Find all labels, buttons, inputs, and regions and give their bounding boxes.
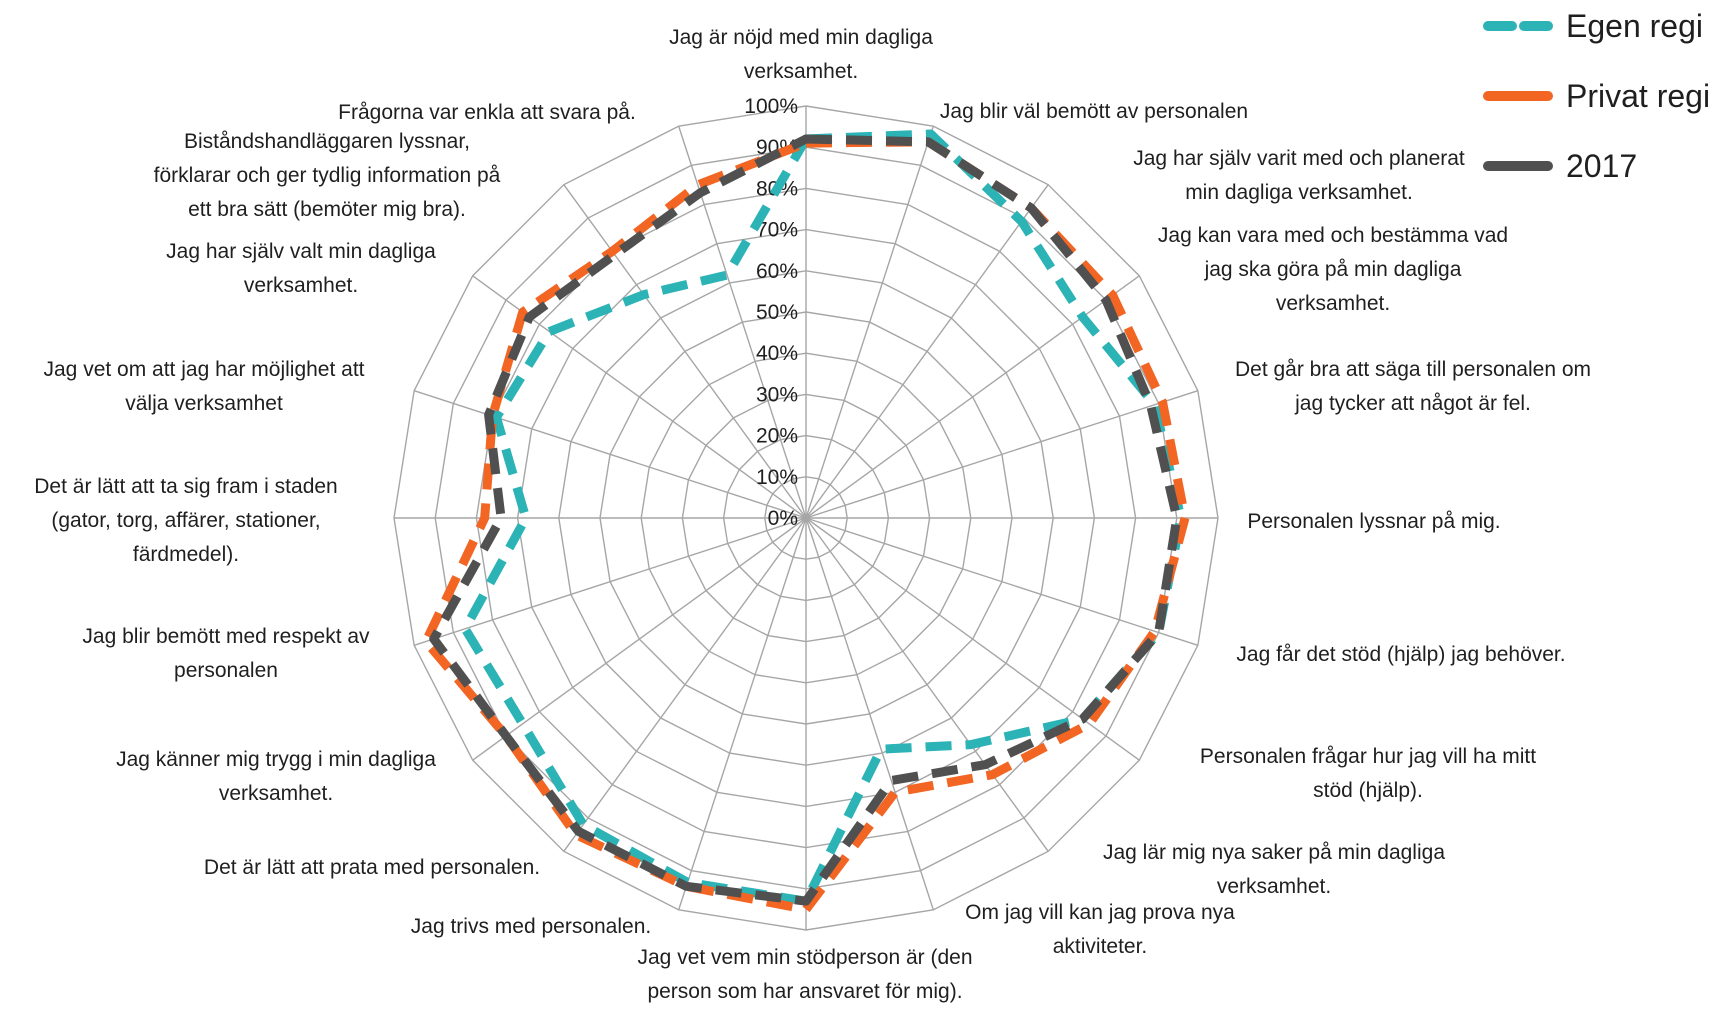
category-label-line: Det är lätt att prata med personalen. xyxy=(204,856,540,879)
category-label-line: Det är lätt att ta sig fram i staden xyxy=(34,475,337,498)
category-label-line: min dagliga verksamhet. xyxy=(1185,181,1413,204)
category-label-line: Jag är nöjd med min dagliga xyxy=(669,26,933,49)
tick-label: 0% xyxy=(768,507,798,530)
category-label-line: förklarar och ger tydlig information på xyxy=(154,164,501,187)
grid-spoke xyxy=(413,517,807,646)
grid-spoke xyxy=(805,517,1199,646)
category-label: Det går bra att säga till personalen om j… xyxy=(1235,358,1591,415)
category-label: Jag lär mig nya saker på min dagliga verk… xyxy=(1103,841,1445,898)
tick-label: 40% xyxy=(756,342,798,365)
series-layer xyxy=(421,129,1190,914)
category-label: Jag känner mig trygg i min dagliga verksa… xyxy=(116,748,436,805)
category-label-line: Jag blir bemött med respekt av xyxy=(82,625,370,648)
category-label-line: Biståndshandläggaren lyssnar, xyxy=(184,130,470,153)
category-label-line: jag tycker att något är fel. xyxy=(1294,392,1531,415)
grid-spoke xyxy=(805,125,934,519)
category-label: Jag har själv varit med och planerat min … xyxy=(1133,147,1465,204)
category-label-line: Jag får det stöd (hjälp) jag behöver. xyxy=(1236,643,1565,666)
category-label: Det är lätt att prata med personalen. xyxy=(204,856,540,879)
category-label-line: Jag kan vara med och bestämma vad xyxy=(1158,224,1508,247)
category-label: Jag är nöjd med min dagliga verksamhet. xyxy=(669,26,933,83)
category-label-line: Jag känner mig trygg i min dagliga xyxy=(116,748,436,771)
tick-label: 50% xyxy=(756,301,798,324)
category-label-line: Jag vet om att jag har möjlighet att xyxy=(44,358,365,381)
tick-label-layer: 0%10%20%30%40%50%60%70%80%90%100% xyxy=(744,95,798,530)
category-label-line: jag ska göra på min dagliga xyxy=(1204,258,1462,281)
category-label: Jag vet om att jag har möjlighet att välj… xyxy=(44,358,365,415)
tick-label: 70% xyxy=(756,219,798,242)
category-label-line: välja verksamhet xyxy=(125,392,283,415)
legend-label: Egen regi xyxy=(1566,8,1703,44)
category-label-line: aktiviteter. xyxy=(1053,935,1148,958)
grid-layer xyxy=(393,105,1219,931)
category-label: Det är lätt att ta sig fram i staden (gat… xyxy=(34,475,337,566)
category-label: Personalen lyssnar på mig. xyxy=(1247,510,1500,533)
category-label-line: verksamhet. xyxy=(744,60,858,83)
category-label-line: Det går bra att säga till personalen om xyxy=(1235,358,1591,381)
category-label: Jag trivs med personalen. xyxy=(411,915,651,938)
category-label: Jag blir bemött med respekt av personalen xyxy=(82,625,370,682)
category-label-line: Jag blir väl bemött av personalen xyxy=(940,100,1248,123)
category-label-line: Personalen lyssnar på mig. xyxy=(1247,510,1500,533)
category-label-line: färdmedel). xyxy=(133,543,239,566)
category-label-line: verksamhet. xyxy=(1276,292,1390,315)
category-label-line: (gator, torg, affärer, stationer, xyxy=(51,509,320,532)
category-label-layer: Jag är nöjd med min dagliga verksamhet.Ja… xyxy=(34,26,1591,1003)
tick-label: 30% xyxy=(756,383,798,406)
category-label: Frågorna var enkla att svara på. xyxy=(338,101,636,124)
category-label-line: Jag har själv valt min dagliga xyxy=(166,240,436,263)
category-label-line: person som har ansvaret för mig). xyxy=(647,980,962,1003)
category-label-line: stöd (hjälp). xyxy=(1313,779,1423,802)
grid-spoke xyxy=(805,517,934,911)
category-label-line: Jag har själv varit med och planerat xyxy=(1133,147,1465,170)
category-label-line: Frågorna var enkla att svara på. xyxy=(338,101,636,124)
category-label: Jag blir väl bemött av personalen xyxy=(940,100,1248,123)
grid-spoke xyxy=(805,517,1049,852)
category-label-line: verksamhet. xyxy=(244,274,358,297)
category-label-line: Jag lär mig nya saker på min dagliga xyxy=(1103,841,1445,864)
category-label-line: Personalen frågar hur jag vill ha mitt xyxy=(1200,745,1536,768)
tick-label: 20% xyxy=(756,425,798,448)
grid-spoke xyxy=(472,517,807,761)
category-label: Jag får det stöd (hjälp) jag behöver. xyxy=(1236,643,1565,666)
category-label-line: Om jag vill kan jag prova nya xyxy=(965,901,1235,924)
grid-spoke xyxy=(805,184,1049,519)
series-line-2 xyxy=(429,134,1182,906)
category-label: Om jag vill kan jag prova nya aktiviteter… xyxy=(965,901,1235,958)
category-label-line: ett bra sätt (bemöter mig bra). xyxy=(188,198,466,221)
grid-spoke xyxy=(563,184,807,519)
category-label: Jag kan vara med och bestämma vad jag ska… xyxy=(1158,224,1508,315)
category-label-line: personalen xyxy=(174,659,278,682)
category-label: Biståndshandläggaren lyssnar, förklarar o… xyxy=(154,130,501,221)
category-label-line: Jag trivs med personalen. xyxy=(411,915,651,938)
category-label: Jag vet vem min stödperson är (den person… xyxy=(638,946,973,1003)
tick-label: 60% xyxy=(756,260,798,283)
tick-label: 10% xyxy=(756,466,798,489)
grid-spoke xyxy=(563,517,807,852)
category-label-line: verksamhet. xyxy=(1217,875,1331,898)
category-label: Jag har själv valt min dagliga verksamhet… xyxy=(166,240,436,297)
legend: Egen regi Privat regi 2017 xyxy=(1483,8,1710,184)
legend-label: 2017 xyxy=(1566,148,1637,184)
legend-label: Privat regi xyxy=(1566,78,1710,114)
category-label-line: Jag vet vem min stödperson är (den xyxy=(638,946,973,969)
category-label: Personalen frågar hur jag vill ha mitt st… xyxy=(1200,745,1536,802)
grid-spoke xyxy=(413,390,807,519)
category-label-line: verksamhet. xyxy=(219,782,333,805)
grid-spoke xyxy=(678,517,807,911)
tick-label: 100% xyxy=(744,95,798,118)
grid-spoke xyxy=(805,390,1199,519)
